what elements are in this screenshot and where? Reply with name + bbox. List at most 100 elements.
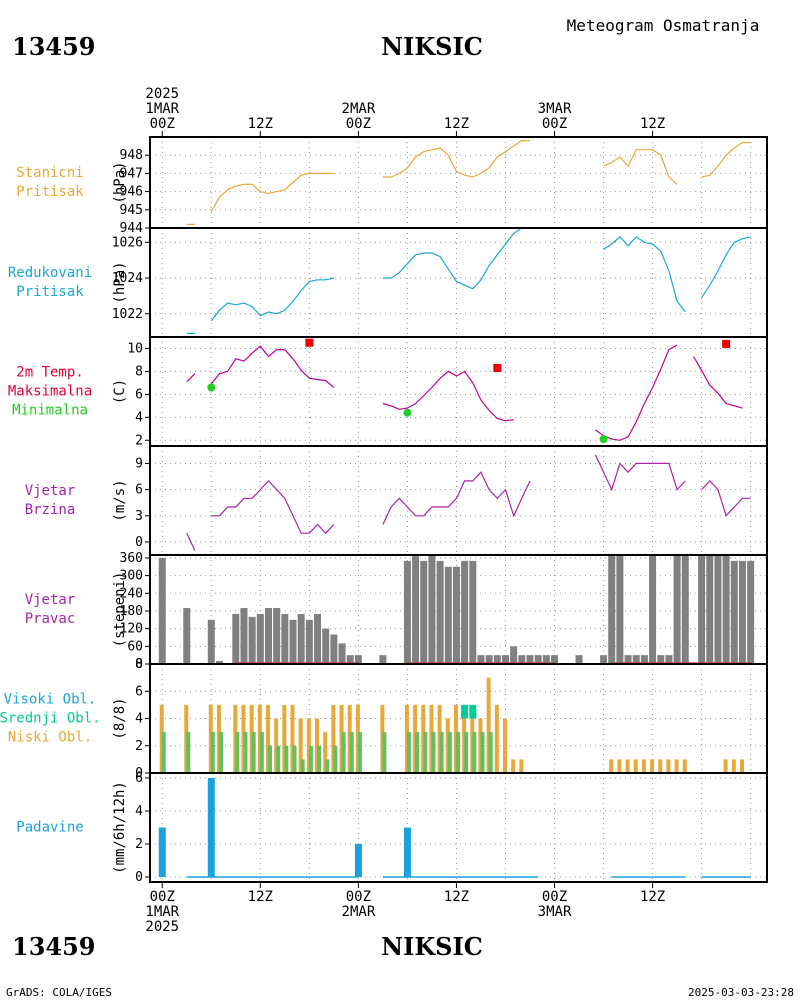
panel-label: Srednji Obl. [0,711,101,727]
direction-bar [632,655,640,664]
series-line [382,471,531,525]
y-tick-label: 3 [135,509,143,524]
direction-bar [314,613,322,664]
direction-bar [673,555,681,664]
unit-label: (stepeni) [112,572,128,648]
mid-cloud-bar [259,732,264,773]
unit-label: (8/8) [112,697,128,739]
series-line [701,480,751,517]
y-tick-label: 0 [135,657,143,672]
direction-bar [551,655,559,664]
low-cloud-bar [486,677,491,773]
panel-stanicni-pritisak: 944 945 946 947 948 Stanicni Pritisak (hPa) [16,136,768,236]
series-line [382,227,530,290]
unit-label: (m/s) [112,479,128,521]
low-cloud-bar [731,759,736,773]
y-tick-label: 4 [135,712,143,727]
panel-label: Brzina [25,502,76,518]
direction-bar [738,560,746,664]
mid-cloud-bar [210,732,215,773]
bottom-time-label: 12Z [444,889,469,905]
panel-label: Pravac [25,611,76,627]
direction-bar [493,655,501,664]
low-cloud-bar [502,718,507,773]
direction-bar [273,608,281,664]
series-line [603,149,678,185]
y-tick-label: 1024 [112,271,143,286]
top-time-label: 2MAR [342,101,376,117]
high-cloud-bar [461,704,469,719]
panel-oblacnost: 0 2 4 6 8 Visoki Obl. Srednji Obl. Niski Obl. (8… [0,657,768,781]
top-time-label: 12Z [640,116,665,132]
direction-bar [510,646,518,664]
mid-cloud-bar [480,732,485,773]
direction-bar [330,634,338,664]
direction-bar [542,655,550,664]
panel-vjetar-pravac: 0 60 120 180 240 300 360 Vjetar Pravac (stepeni) [25,551,768,672]
direction-bar [444,566,452,664]
direction-bar [412,555,420,664]
mid-cloud-bar [341,732,346,773]
low-cloud-bar [494,704,499,773]
direction-bar [354,655,362,664]
mid-cloud-bar [333,745,338,773]
direction-bar [624,655,632,664]
y-tick-label: 2 [135,837,143,852]
top-time-label: 2025 [145,86,179,102]
direction-bar [640,655,648,664]
panel-padavine: 0 2 4 6 Padavine (mm/6h/12h) [16,771,768,885]
low-cloud-bar [723,759,728,773]
min-marker [403,408,412,417]
mid-cloud-bar [415,732,420,773]
mid-cloud-bar [382,732,387,773]
direction-bar [215,661,223,664]
low-cloud-bar [609,759,614,773]
mid-cloud-bar [357,732,362,773]
low-cloud-bar [641,759,646,773]
timestamp: 2025-03-03-23:28 [688,986,794,999]
top-time-label: 1MAR [145,101,179,117]
bottom-time-label: 00Z [150,889,175,905]
low-cloud-bar [331,704,336,773]
bottom-time-label: 3MAR [538,904,572,920]
series-line [211,480,335,535]
direction-bar [379,655,387,664]
y-tick-label: 0 [135,766,143,781]
direction-bar [706,555,714,664]
panel-label: Visoki Obl. [4,692,97,708]
mid-cloud-bar [464,732,469,773]
mid-cloud-bar [317,745,322,773]
bottom-time-label: 00Z [542,889,567,905]
direction-bar [657,655,665,664]
mid-cloud-bar [235,732,240,773]
direction-bar [681,555,689,664]
series-line [186,532,196,551]
y-tick-label: 0 [135,870,143,885]
mid-cloud-bar [186,732,191,773]
low-cloud-bar [625,759,630,773]
direction-bar [264,608,272,664]
direction-bar [722,555,730,664]
y-tick-label: 1026 [112,235,143,250]
y-tick-label: 120 [120,622,143,637]
panel-label: Redukovani [8,265,92,281]
high-cloud-bar [469,704,477,719]
low-cloud-bar [298,718,303,773]
y-tick-label: 6 [135,483,143,498]
y-tick-label: 2 [135,739,143,754]
series-line [210,172,334,212]
top-time-label: 00Z [542,116,567,132]
precip-bar [207,777,215,878]
direction-bar [428,555,436,664]
direction-bar [600,655,608,664]
direction-bar [534,655,542,664]
direction-bar [477,655,485,664]
bottom-time-label: 12Z [248,889,273,905]
min-marker [599,435,608,444]
series-line [186,373,196,383]
direction-bar [232,613,240,664]
low-cloud-bar [674,759,679,773]
direction-bar [240,608,248,664]
